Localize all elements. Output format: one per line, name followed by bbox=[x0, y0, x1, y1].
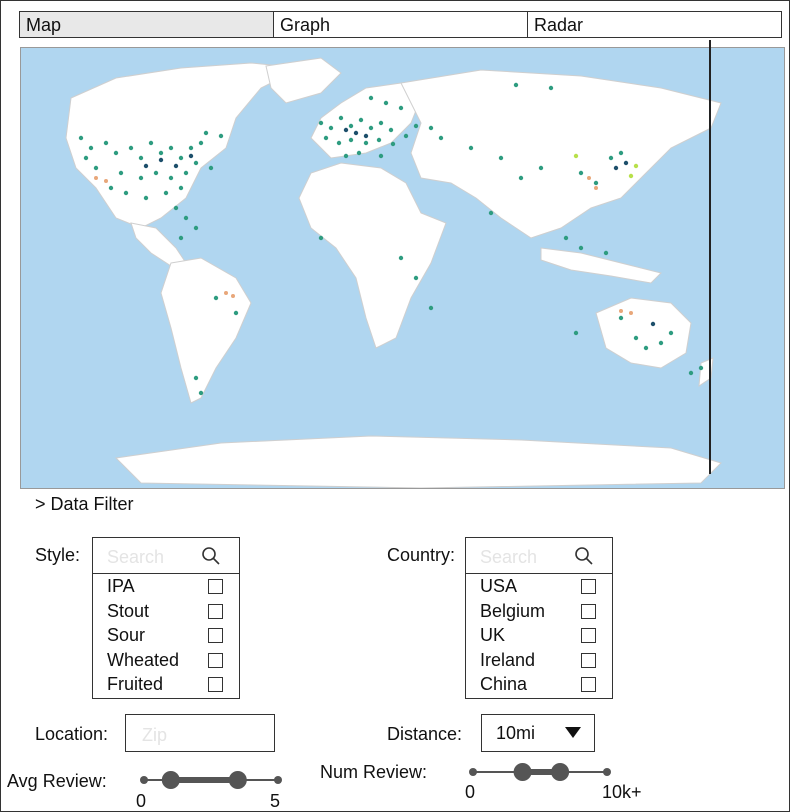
style-option-sour[interactable]: Sour bbox=[93, 623, 239, 648]
continent-antarctica bbox=[114, 435, 722, 488]
country-checkbox[interactable] bbox=[581, 628, 596, 643]
country-option-uk[interactable]: UK bbox=[466, 623, 612, 648]
distance-label: Distance: bbox=[387, 724, 463, 744]
num-review-min-label: 0 bbox=[465, 782, 476, 802]
style-option-label: Wheated bbox=[107, 649, 180, 670]
country-option-belgium[interactable]: Belgium bbox=[466, 599, 612, 624]
view-tabs: Map Graph Radar bbox=[19, 11, 782, 38]
country-checkbox[interactable] bbox=[581, 603, 596, 619]
style-option-wheated[interactable]: Wheated bbox=[93, 648, 239, 673]
country-search-input[interactable] bbox=[478, 546, 572, 569]
country-option-label: Belgium bbox=[480, 600, 546, 621]
search-icon[interactable] bbox=[201, 546, 221, 566]
slider-low-handle[interactable] bbox=[161, 771, 180, 789]
distance-selected-value: 10mi bbox=[496, 723, 536, 743]
country-checkbox[interactable] bbox=[581, 579, 596, 594]
country-search-row bbox=[466, 538, 612, 574]
num-review-max-label: 10k+ bbox=[602, 782, 642, 802]
style-option-fruited[interactable]: Fruited bbox=[93, 672, 239, 697]
greenland bbox=[265, 57, 342, 104]
continent-africa bbox=[298, 162, 447, 349]
slider-high-handle[interactable] bbox=[228, 771, 247, 789]
slider-min-dot bbox=[469, 768, 477, 776]
style-checkbox[interactable] bbox=[208, 628, 223, 643]
country-option-label: USA bbox=[480, 576, 518, 596]
world-map[interactable] bbox=[20, 47, 785, 489]
continent-australia bbox=[595, 297, 692, 369]
style-label: Style: bbox=[35, 545, 81, 565]
style-option-label: IPA bbox=[107, 576, 135, 596]
country-option-label: UK bbox=[480, 625, 506, 645]
style-filter-list: IPA Stout Sour Wheated Fruited bbox=[92, 537, 240, 699]
data-filter-toggle[interactable]: > Data Filter bbox=[35, 494, 134, 514]
avg-review-max-label: 5 bbox=[270, 791, 281, 811]
style-option-label: Stout bbox=[107, 600, 150, 621]
country-checkbox[interactable] bbox=[581, 677, 596, 692]
num-review-label: Num Review: bbox=[320, 762, 428, 782]
country-option-ireland[interactable]: Ireland bbox=[466, 648, 612, 673]
continent-europe bbox=[310, 82, 422, 159]
style-option-stout[interactable]: Stout bbox=[93, 599, 239, 624]
slider-high-handle[interactable] bbox=[551, 763, 570, 781]
tab-radar[interactable]: Radar bbox=[527, 11, 782, 38]
style-checkbox[interactable] bbox=[208, 579, 223, 594]
style-option-label: Fruited bbox=[107, 674, 164, 694]
style-checkbox[interactable] bbox=[208, 652, 223, 668]
search-icon[interactable] bbox=[574, 546, 594, 566]
country-label: Country: bbox=[387, 545, 456, 565]
continent-asia bbox=[400, 69, 722, 239]
country-filter-list: USA Belgium UK Ireland China bbox=[465, 537, 613, 699]
slider-max-dot bbox=[603, 768, 611, 776]
country-option-label: Ireland bbox=[480, 649, 536, 670]
style-option-label: Sour bbox=[107, 625, 146, 645]
brewery-points bbox=[78, 82, 704, 396]
zip-field-box bbox=[125, 714, 275, 752]
country-checkbox[interactable] bbox=[581, 652, 596, 668]
avg-review-min-label: 0 bbox=[136, 791, 147, 811]
tab-map[interactable]: Map bbox=[19, 11, 274, 38]
continent-central-america bbox=[130, 222, 187, 267]
continent-south-america bbox=[160, 257, 252, 404]
tab-graph[interactable]: Graph bbox=[273, 11, 528, 38]
country-option-china[interactable]: China bbox=[466, 672, 612, 697]
world-map-svg bbox=[65, 57, 722, 488]
style-checkbox[interactable] bbox=[208, 603, 223, 619]
distance-select[interactable]: 10mi bbox=[481, 714, 595, 752]
southeast-asia-islands bbox=[540, 247, 662, 284]
slider-max-dot bbox=[274, 776, 282, 784]
continent-north-america bbox=[65, 62, 303, 229]
country-option-label: China bbox=[480, 674, 528, 694]
avg-review-label: Avg Review: bbox=[7, 771, 107, 791]
dropdown-arrow-icon bbox=[565, 727, 581, 738]
style-search-row bbox=[93, 538, 239, 574]
slider-low-handle[interactable] bbox=[513, 763, 532, 781]
style-checkbox[interactable] bbox=[208, 677, 223, 692]
style-option-ipa[interactable]: IPA bbox=[93, 574, 239, 599]
country-option-usa[interactable]: USA bbox=[466, 574, 612, 599]
location-label: Location: bbox=[35, 724, 109, 744]
zip-input[interactable] bbox=[140, 724, 264, 747]
num-review-slider[interactable] bbox=[467, 760, 613, 784]
slider-min-dot bbox=[140, 776, 148, 784]
map-divider-line bbox=[709, 40, 711, 474]
style-search-input[interactable] bbox=[105, 546, 199, 569]
avg-review-slider[interactable] bbox=[138, 768, 284, 792]
